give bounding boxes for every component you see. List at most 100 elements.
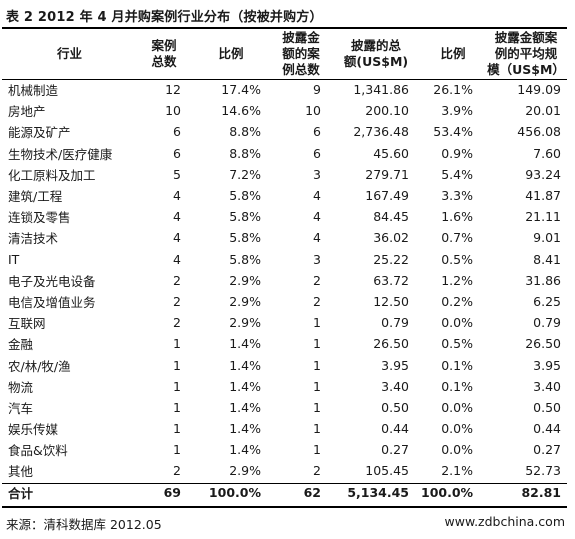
table-row: 生物技术/医疗健康 6 8.8% 6 45.60 0.9% 7.60 [2, 143, 567, 164]
cell-industry: 物流 [8, 379, 34, 395]
table-row: 连锁及零售 4 5.8% 4 84.45 1.6% 21.11 [2, 206, 567, 227]
cell-amount: 1,341.86 [353, 82, 409, 98]
cell-industry: 化工原料及加工 [8, 167, 96, 183]
total-disclosed: 62 [303, 485, 321, 501]
industry-distribution-table: 行业 案例 总数 比例 披露金 额的案 例总数 披露的总 额(US$M) 比例 披露金额… [2, 29, 567, 504]
total-divider-rule [2, 483, 567, 484]
cell-amount-ratio: 1.2% [441, 272, 473, 288]
cell-cases: 2 [173, 272, 181, 288]
cell-disclosed: 1 [313, 336, 321, 352]
cell-amount: 0.50 [381, 399, 409, 415]
cell-ratio: 5.8% [229, 251, 261, 267]
cell-amount-ratio: 0.9% [441, 145, 473, 161]
cell-industry: 建筑/工程 [8, 189, 63, 205]
table-row: 房地产 10 14.6% 10 200.10 3.9% 20.01 [2, 100, 567, 121]
cell-disclosed: 1 [313, 399, 321, 415]
cell-average: 31.86 [525, 272, 561, 288]
cell-ratio: 1.4% [229, 442, 261, 458]
total-cases: 69 [163, 485, 181, 501]
cell-amount-ratio: 0.0% [441, 442, 473, 458]
cell-industry: 房地产 [8, 104, 46, 120]
cell-amount-ratio: 0.0% [441, 399, 473, 415]
cell-average: 8.41 [533, 251, 561, 267]
cell-cases: 4 [173, 230, 181, 246]
cell-amount: 200.10 [365, 103, 409, 119]
cell-average: 6.25 [533, 293, 561, 309]
cell-amount: 0.44 [381, 421, 409, 437]
cell-industry: 生物技术/医疗健康 [8, 146, 113, 162]
cell-amount-ratio: 3.9% [441, 103, 473, 119]
cell-amount-ratio: 26.1% [433, 82, 473, 98]
cell-industry: 农/林/牧/渔 [8, 358, 71, 374]
cell-industry: 汽车 [8, 400, 34, 416]
cell-industry: 娱乐传媒 [8, 422, 59, 438]
table-row: 机械制造 12 17.4% 9 1,341.86 26.1% 149.09 [2, 79, 567, 100]
cell-average: 0.44 [533, 421, 561, 437]
cell-disclosed: 1 [313, 357, 321, 373]
cell-cases: 4 [173, 188, 181, 204]
table-row: 食品&饮料 1 1.4% 1 0.27 0.0% 0.27 [2, 439, 567, 460]
table-row: 金融 1 1.4% 1 26.50 0.5% 26.50 [2, 333, 567, 354]
cell-industry: 电子及光电设备 [8, 273, 96, 289]
cell-industry: 电信及增值业务 [8, 294, 96, 310]
cell-industry: 食品&饮料 [8, 443, 68, 459]
cell-disclosed: 1 [313, 442, 321, 458]
cell-ratio: 7.2% [229, 166, 261, 182]
cell-industry: 互联网 [8, 316, 46, 332]
cell-ratio: 2.9% [229, 293, 261, 309]
cell-cases: 1 [173, 421, 181, 437]
cell-average: 0.50 [533, 399, 561, 415]
cell-industry: IT [8, 251, 20, 267]
cell-amount-ratio: 0.0% [441, 315, 473, 331]
header-cases: 案例 总数 [151, 38, 177, 69]
table-title: 表 2 2012 年 4 月并购案例行业分布（按被并购方） [6, 10, 323, 25]
cell-amount-ratio: 1.6% [441, 209, 473, 225]
cell-ratio: 14.6% [221, 103, 261, 119]
cell-cases: 1 [173, 399, 181, 415]
cell-amount: 26.50 [373, 336, 409, 352]
cell-amount: 279.71 [365, 166, 409, 182]
cell-amount: 12.50 [373, 293, 409, 309]
cell-average: 93.24 [525, 166, 561, 182]
cell-industry: 机械制造 [8, 83, 59, 99]
cell-amount: 3.40 [381, 378, 409, 394]
cell-amount: 45.60 [373, 145, 409, 161]
cell-disclosed: 6 [313, 124, 321, 140]
cell-average: 3.40 [533, 378, 561, 394]
total-ratio: 100.0% [208, 485, 261, 501]
cell-disclosed: 2 [313, 463, 321, 479]
cell-disclosed: 9 [313, 82, 321, 98]
cell-cases: 2 [173, 463, 181, 479]
cell-disclosed: 4 [313, 188, 321, 204]
cell-ratio: 1.4% [229, 421, 261, 437]
cell-ratio: 5.8% [229, 230, 261, 246]
cell-amount: 84.45 [373, 209, 409, 225]
cell-ratio: 8.8% [229, 124, 261, 140]
cell-amount-ratio: 2.1% [441, 463, 473, 479]
cell-cases: 5 [173, 166, 181, 182]
table-row: 电信及增值业务 2 2.9% 2 12.50 0.2% 6.25 [2, 291, 567, 312]
cell-amount-ratio: 0.0% [441, 421, 473, 437]
cell-amount-ratio: 0.2% [441, 293, 473, 309]
cell-amount-ratio: 53.4% [433, 124, 473, 140]
table-row: 化工原料及加工 5 7.2% 3 279.71 5.4% 93.24 [2, 164, 567, 185]
source-note: 来源：清科数据库 2012.05 [6, 517, 162, 532]
cell-cases: 6 [173, 145, 181, 161]
cell-amount: 25.22 [373, 251, 409, 267]
cell-cases: 1 [173, 336, 181, 352]
cell-disclosed: 2 [313, 272, 321, 288]
table-body: 机械制造 12 17.4% 9 1,341.86 26.1% 149.09 房地产 10 14.6… [2, 79, 567, 482]
cell-ratio: 5.8% [229, 188, 261, 204]
cell-ratio: 8.8% [229, 145, 261, 161]
cell-amount-ratio: 0.5% [441, 336, 473, 352]
cell-cases: 2 [173, 315, 181, 331]
cell-average: 9.01 [533, 230, 561, 246]
total-amount-ratio: 100.0% [421, 485, 474, 501]
header-divider-rule [2, 79, 567, 80]
cell-amount: 3.95 [381, 357, 409, 373]
header-ratio: 比例 [218, 46, 244, 61]
table-row: 其他 2 2.9% 2 105.45 2.1% 52.73 [2, 460, 567, 481]
cell-average: 52.73 [525, 463, 561, 479]
cell-cases: 1 [173, 357, 181, 373]
table-top-rule [2, 27, 567, 29]
